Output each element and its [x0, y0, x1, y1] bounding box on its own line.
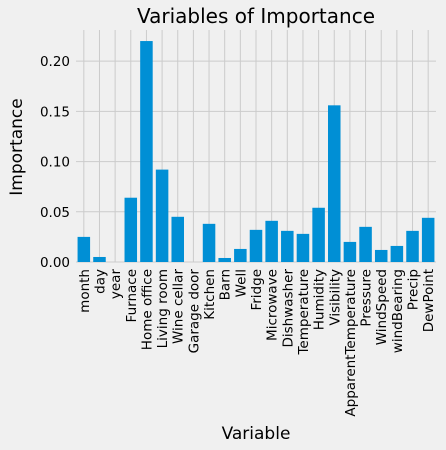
- bar-microwave: [265, 220, 278, 262]
- x-tick-label: day: [92, 269, 108, 294]
- bar-windbearing: [390, 245, 404, 262]
- x-tick-label: Temperature: [296, 269, 312, 356]
- x-tick-label: Dishwasher: [280, 269, 296, 348]
- x-tick-label: Precip: [406, 269, 422, 310]
- x-tick-label: month: [77, 269, 93, 313]
- x-tick-label: ApparentTemperature: [343, 269, 359, 417]
- x-tick-label: Home office: [139, 269, 155, 350]
- bar-visibility: [328, 105, 341, 262]
- bar-home-office: [140, 41, 153, 262]
- x-tick-label: Pressure: [359, 269, 375, 327]
- bar-wine-cellar: [171, 216, 184, 262]
- x-tick-label: year: [108, 269, 124, 300]
- bar-apparenttemperature: [343, 241, 357, 262]
- x-tick-label: Visibility: [327, 269, 343, 326]
- bar-dishwasher: [281, 230, 294, 262]
- bar-well: [234, 248, 247, 262]
- bar-barn: [218, 257, 231, 262]
- x-axis-label: Variable: [222, 424, 291, 444]
- bar-precip: [406, 230, 419, 262]
- x-tick-label: Barn: [218, 269, 234, 300]
- x-tick-label: Living room: [155, 269, 171, 348]
- bar-kitchen: [202, 223, 216, 262]
- bars: [77, 41, 435, 262]
- x-tick-label: DewPoint: [421, 269, 437, 332]
- bar-windspeed: [374, 249, 388, 262]
- x-tick-labels: month day year Furnace Home office Living roo…: [77, 269, 437, 417]
- bar-month: [77, 236, 91, 262]
- bar-pressure: [359, 226, 372, 262]
- bar-fridge: [249, 229, 263, 262]
- x-tick-label: Humidity: [312, 269, 328, 330]
- bar-day: [93, 256, 106, 262]
- y-axis-label: Importance: [7, 98, 27, 195]
- y-tick-label: 0.15: [40, 104, 70, 120]
- y-tick-label: 0.05: [40, 205, 70, 221]
- y-tick-labels: 0.00 0.05 0.10 0.15 0.20: [40, 54, 70, 271]
- x-tick-label: Microwave: [265, 269, 281, 341]
- bar-furnace: [124, 197, 138, 262]
- x-tick-label: Kitchen: [202, 269, 218, 320]
- bar-dewpoint: [421, 217, 435, 262]
- chart-title: Variables of Importance: [137, 4, 375, 28]
- x-tick-label: Well: [233, 269, 249, 297]
- bar-humidity: [312, 207, 325, 262]
- x-tick-label: Fridge: [249, 269, 265, 311]
- x-tick-label: WindSpeed: [374, 269, 390, 345]
- bar-living-room: [155, 169, 169, 262]
- x-tick-label: Furnace: [124, 269, 140, 322]
- x-tick-label: Garage door: [186, 269, 202, 354]
- y-tick-label: 0.10: [40, 155, 70, 171]
- y-tick-label: 0.20: [40, 54, 70, 70]
- x-tick-label: windBearing: [390, 269, 406, 353]
- x-tick-label: Wine cellar: [171, 269, 187, 344]
- y-tick-label: 0.00: [40, 255, 70, 271]
- bar-temperature: [296, 233, 310, 262]
